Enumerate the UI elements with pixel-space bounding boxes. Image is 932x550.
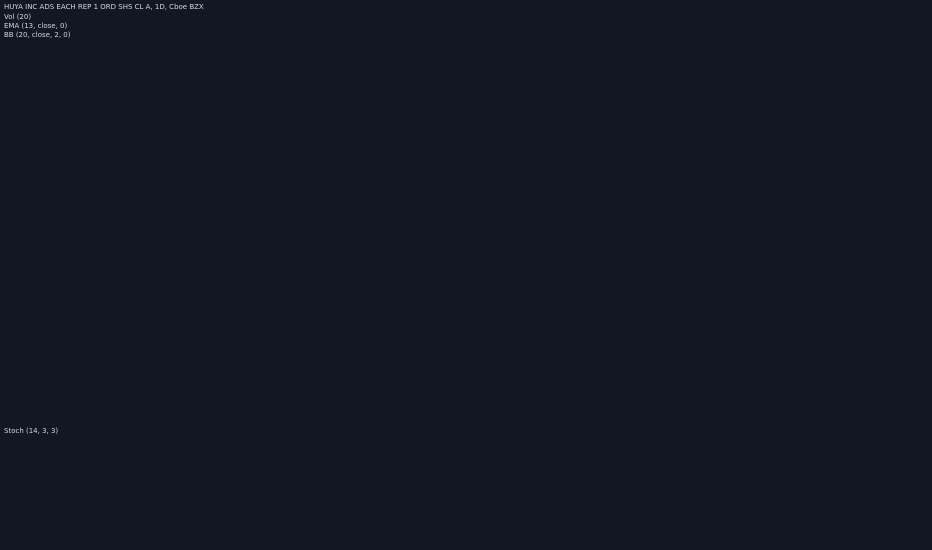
indicator-label: Vol (20) <box>4 13 31 21</box>
symbol-title: HUYA INC ADS EACH REP 1 ORD SHS CL A, 1D… <box>4 3 204 11</box>
stoch-title: Stoch (14, 3, 3) <box>4 427 58 435</box>
indicator-label: EMA (13, close, 0) <box>4 22 67 30</box>
indicator-label: BB (20, close, 2, 0) <box>4 31 71 39</box>
